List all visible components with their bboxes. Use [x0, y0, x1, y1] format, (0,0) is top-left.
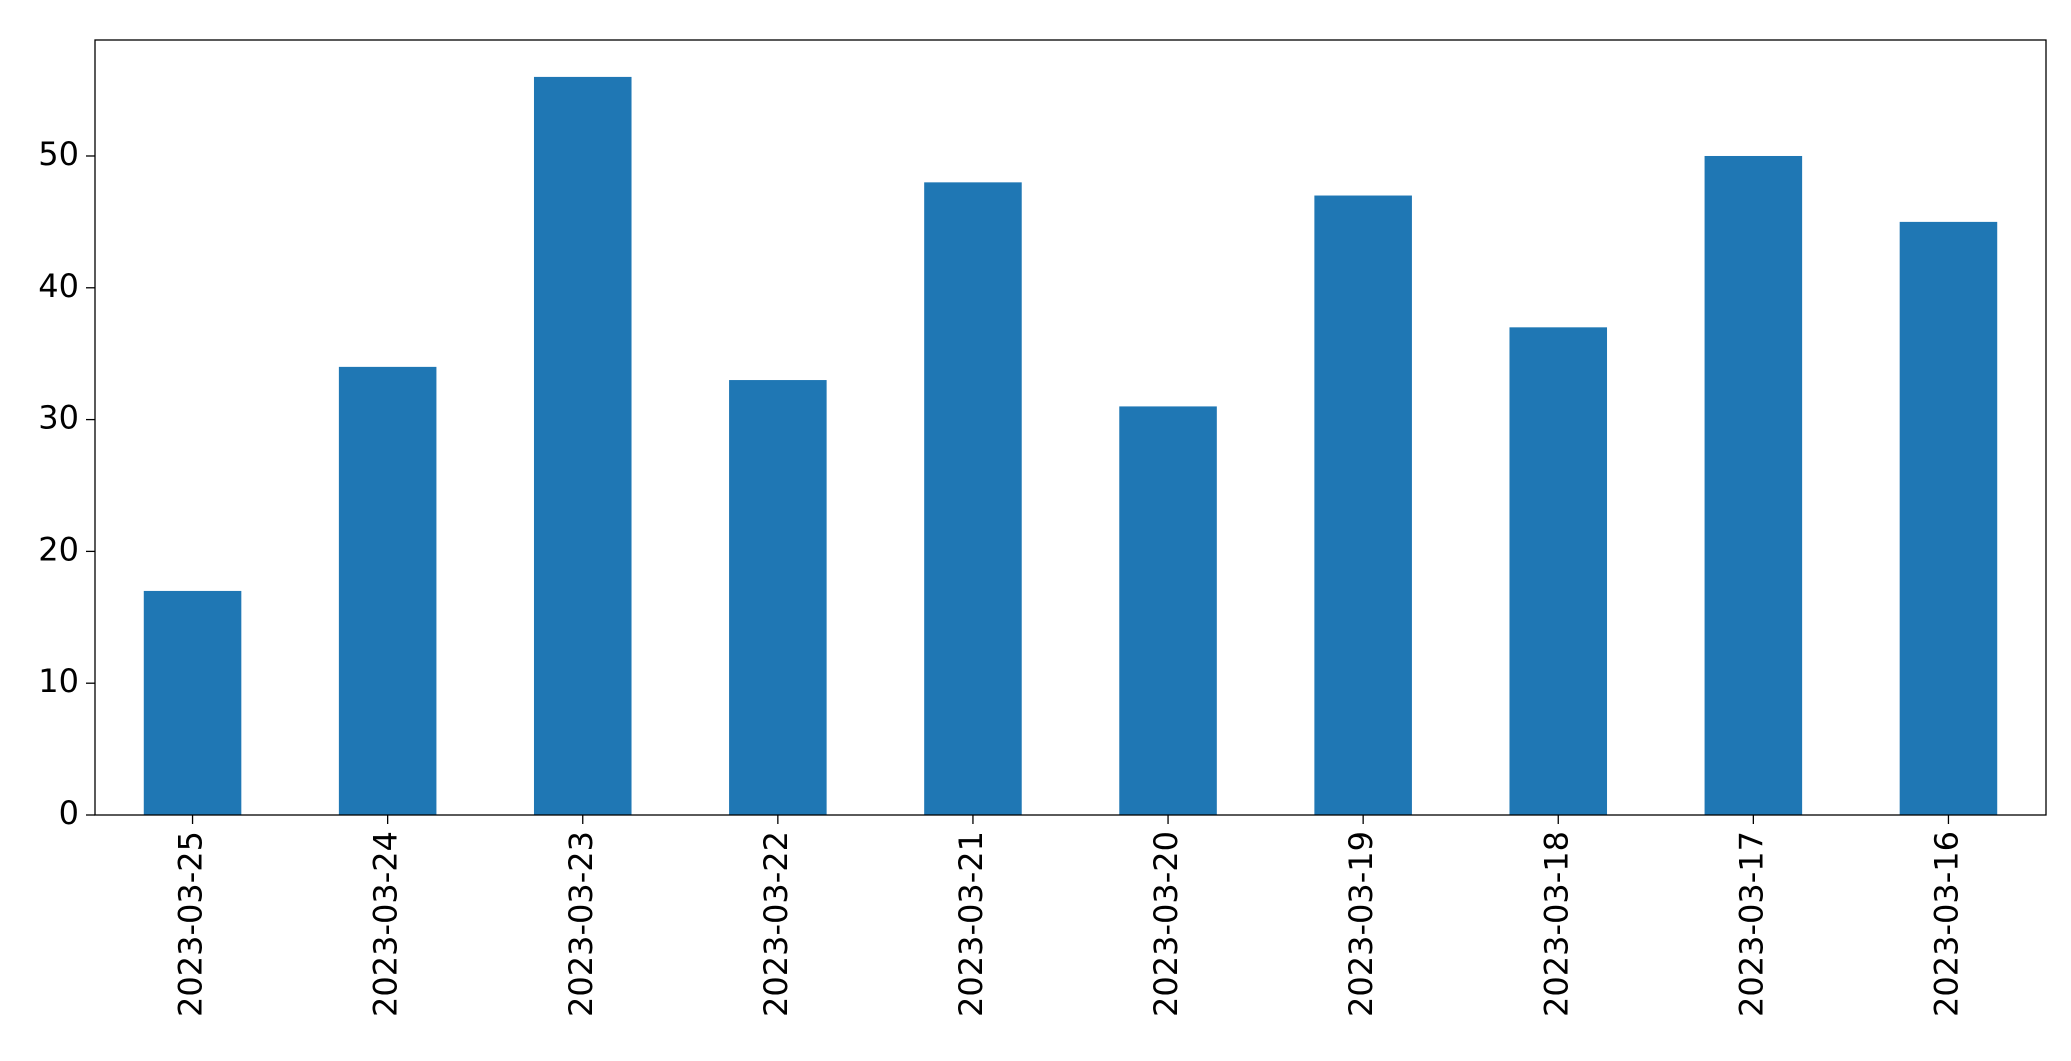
x-tick-label: 2023-03-24: [367, 831, 405, 1017]
x-tick-label: 2023-03-20: [1147, 831, 1185, 1017]
x-tick-label: 2023-03-19: [1342, 831, 1380, 1017]
y-tick-label: 20: [38, 530, 79, 568]
bar: [924, 182, 1022, 816]
bar: [533, 76, 632, 815]
bar: [1509, 327, 1608, 815]
bar: [1704, 155, 1803, 815]
bar: [1314, 195, 1412, 815]
x-tick-label: 2023-03-18: [1537, 831, 1575, 1017]
bar: [1119, 406, 1217, 815]
y-tick-label: 40: [38, 267, 79, 305]
bar: [338, 366, 437, 815]
x-tick-label: 2023-03-23: [562, 831, 600, 1017]
y-tick-label: 10: [38, 662, 79, 700]
bar: [1899, 221, 1998, 815]
plot-frame: [94, 39, 2047, 816]
x-tick-label: 2023-03-16: [1927, 831, 1965, 1017]
x-tick-label: 2023-03-22: [757, 831, 795, 1017]
bar: [729, 380, 827, 815]
y-tick-label: 30: [38, 399, 79, 437]
x-tick-label: 2023-03-25: [172, 831, 210, 1017]
x-tick-label: 2023-03-17: [1732, 831, 1770, 1017]
y-tick-label: 0: [59, 794, 79, 832]
y-tick-label: 50: [38, 135, 79, 173]
x-tick-label: 2023-03-21: [952, 831, 990, 1017]
bar: [143, 590, 242, 815]
